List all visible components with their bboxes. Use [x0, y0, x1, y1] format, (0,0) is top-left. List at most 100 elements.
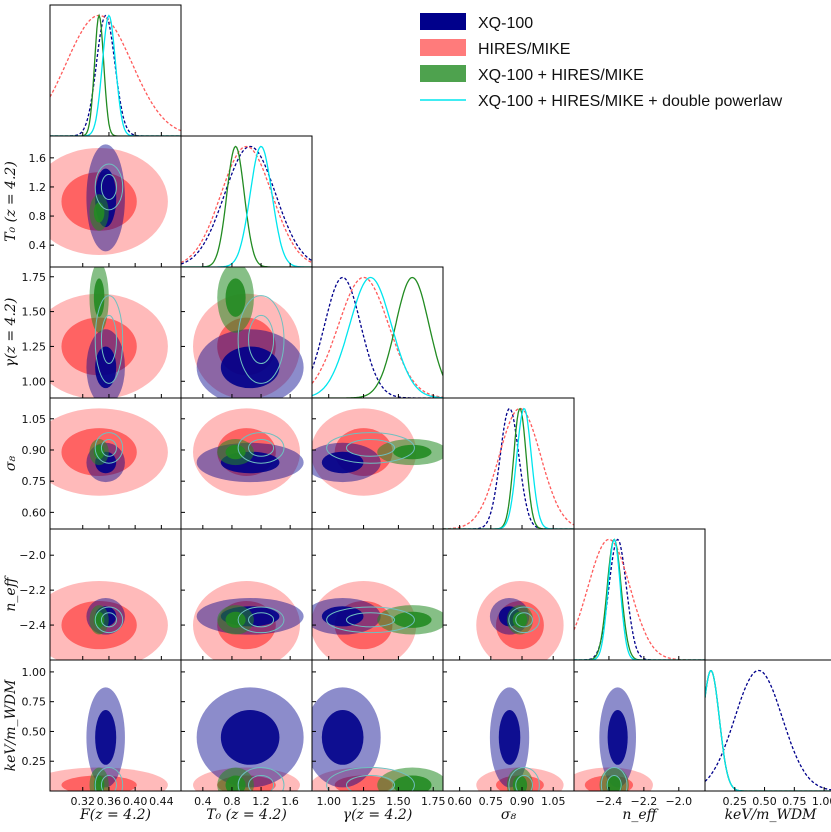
- marginal-gamma-series-1: [312, 276, 443, 398]
- contour-95-series-3: [326, 606, 415, 634]
- legend-swatch-2: [420, 65, 466, 82]
- y-tick-label: −2.2: [19, 584, 46, 597]
- marginal-sigma8-series-2: [443, 408, 574, 529]
- legend-label-3: XQ-100 + HIRES/MIKE + double powerlaw: [478, 93, 783, 110]
- y-tick-label: 0.25: [22, 755, 47, 768]
- marginal-neff-series-1: [574, 538, 705, 660]
- legend-label-2: XQ-100 + HIRES/MIKE: [478, 67, 644, 84]
- marginal-wdm-series-3: [705, 670, 831, 791]
- contour-68-series-2: [225, 775, 246, 791]
- x-tick-label: 0.50: [752, 795, 777, 808]
- legend-swatch-0: [420, 13, 466, 30]
- contour-68-series-3: [100, 439, 117, 457]
- marginal-wdm-series-2: [705, 670, 831, 791]
- contour-68-series-2: [93, 278, 105, 317]
- contour-95-series-3: [94, 163, 124, 211]
- panel-wdm-wdm: [705, 669, 831, 791]
- contour-95-series-3: [237, 767, 285, 791]
- panel-gamma-T0: [193, 267, 304, 398]
- panel-sigma8-gamma: [312, 408, 443, 496]
- x-tick-label: −2.2: [631, 795, 658, 808]
- legend-label-1: HIRES/MIKE: [478, 41, 570, 58]
- contour-68-series-3: [345, 774, 396, 791]
- x-tick-label: 0.32: [71, 795, 96, 808]
- y-tick-label: 0.4: [29, 239, 47, 252]
- contour-68-series-0: [321, 606, 364, 627]
- contour-68-series-1: [61, 317, 137, 376]
- y-tick-label: 1.2: [29, 181, 47, 194]
- contour-68-series-0: [498, 710, 521, 765]
- panel-gamma-F: [50, 267, 168, 398]
- y-axis-label-sigma8: σ₈: [3, 456, 19, 472]
- marginal-F-series-3: [50, 14, 181, 136]
- panel-wdm-gamma: [312, 687, 443, 791]
- x-tick-label: 1.05: [541, 795, 566, 808]
- x-tick-label: −2.4: [596, 795, 623, 808]
- contour-68-series-3: [248, 612, 275, 628]
- marginal-T0-series-1: [181, 145, 312, 264]
- contour-68-series-2: [512, 775, 528, 791]
- y-tick-label: 1.50: [22, 306, 47, 319]
- panel-neff-sigma8: [476, 581, 564, 660]
- x-tick-label: 1.25: [351, 795, 376, 808]
- panel-frame: [49, 4, 182, 137]
- x-tick-label: 1.00: [812, 795, 831, 808]
- panel-sigma8-sigma8: [443, 407, 574, 529]
- panel-frame: [704, 659, 831, 792]
- contour-95-series-3: [508, 767, 540, 791]
- panel-neff-F: [50, 581, 168, 660]
- marginal-F-series-1: [50, 14, 181, 132]
- panel-T0-T0: [181, 145, 312, 267]
- contour-68-series-0: [95, 710, 117, 765]
- contour-95-series-3: [94, 767, 124, 791]
- panel-frame: [180, 135, 313, 268]
- panel-wdm-T0: [193, 687, 304, 791]
- y-axis-label-gamma: γ(z = 4.2): [3, 298, 19, 368]
- contour-68-series-2: [93, 202, 105, 223]
- x-tick-label: −2.0: [665, 795, 692, 808]
- contour-68-series-0: [321, 710, 364, 765]
- x-axis-label-wdm: keV/m_WDM: [725, 807, 817, 823]
- contour-68-series-3: [345, 439, 396, 457]
- y-tick-label: 1.25: [22, 340, 47, 353]
- marginal-F-series-2: [50, 13, 181, 136]
- y-tick-label: 1.75: [22, 271, 47, 284]
- y-tick-label: 1.05: [22, 413, 47, 426]
- marginal-wdm-series-0: [705, 669, 831, 791]
- contour-68-series-3: [515, 774, 533, 791]
- contour-68-series-0: [607, 710, 628, 765]
- contour-68-series-0: [220, 346, 280, 389]
- x-tick-label: 0.25: [723, 795, 748, 808]
- x-tick-label: 0.75: [782, 795, 807, 808]
- panel-neff-gamma: [312, 581, 443, 660]
- contour-95-series-3: [508, 606, 540, 634]
- contour-95-series-3: [600, 767, 628, 791]
- contour-68-series-2: [93, 611, 105, 628]
- legend-swatch-1: [420, 39, 466, 56]
- panel-wdm-sigma8: [476, 687, 564, 791]
- contour-95-series-3: [94, 432, 124, 464]
- x-tick-label: 0.36: [97, 795, 122, 808]
- contour-95-series-3: [326, 432, 415, 464]
- y-tick-label: 0.50: [22, 725, 47, 738]
- legend: XQ-100 HIRES/MIKE XQ-100 + HIRES/MIKE XQ-10…: [420, 13, 783, 110]
- x-axis-label-neff: n_eff: [622, 807, 658, 823]
- contour-68-series-0: [321, 451, 364, 474]
- marginal-wdm-series-1: [705, 670, 831, 791]
- x-tick-label: 1.00: [316, 795, 341, 808]
- panel-wdm-neff: [574, 687, 653, 791]
- y-tick-label: 0.75: [22, 696, 47, 709]
- contour-68-series-2: [512, 611, 528, 628]
- x-tick-label: 0.8: [223, 795, 241, 808]
- contour-68-series-3: [606, 774, 622, 791]
- contour-68-series-3: [345, 612, 396, 628]
- contour-68-series-2: [225, 278, 246, 317]
- marginal-T0-series-0: [181, 145, 312, 265]
- y-axis-label-T0: T₀ (z = 4.2): [3, 161, 19, 242]
- y-tick-label: 1.00: [22, 375, 47, 388]
- panel-gamma-gamma: [312, 276, 443, 398]
- y-axis-label-neff: n_eff: [3, 575, 19, 611]
- marginal-gamma-series-2: [312, 276, 443, 398]
- contour-68-series-3: [248, 314, 275, 365]
